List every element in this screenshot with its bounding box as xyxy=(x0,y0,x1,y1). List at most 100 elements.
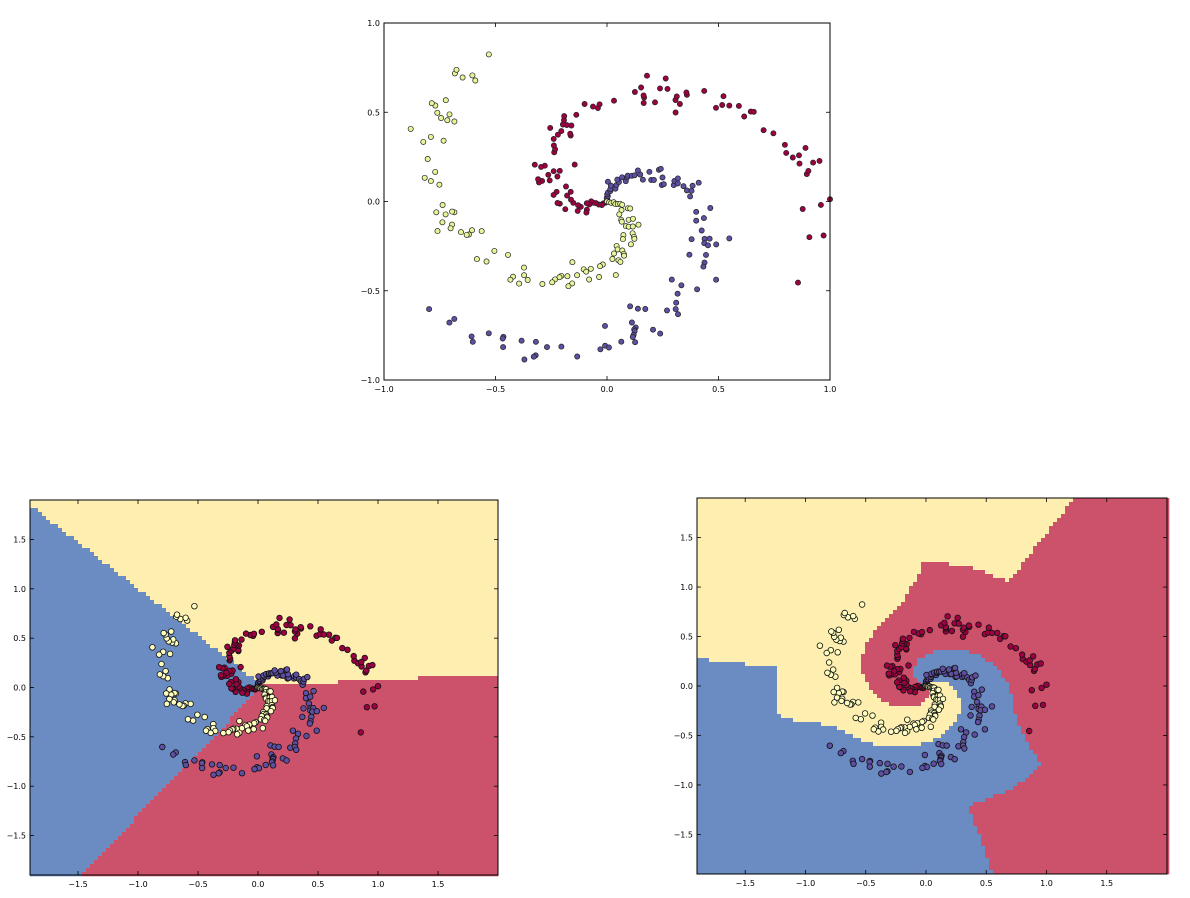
chart2-ytick-label: −1.5 xyxy=(7,832,26,841)
chart1-point-class-2 xyxy=(630,224,635,229)
chart1-point-class-2 xyxy=(440,220,445,225)
chart1-point-class-1 xyxy=(576,203,581,208)
chart1-point-class-1 xyxy=(797,161,802,166)
chart1-point-class-2 xyxy=(540,281,545,286)
chart2-point-class-2 xyxy=(195,712,201,718)
chart2-point-class-1 xyxy=(308,624,314,630)
chart2-point-class-1 xyxy=(340,645,346,651)
chart1-point-class-2 xyxy=(492,248,497,253)
chart2-ytick-label: 0.0 xyxy=(13,684,26,693)
chart3-point-class-0 xyxy=(944,743,950,749)
chart2-point-class-1 xyxy=(361,689,367,695)
chart1-point-class-1 xyxy=(559,129,564,134)
chart2-point-class-2 xyxy=(260,725,266,731)
chart3-point-class-1 xyxy=(949,628,955,634)
chart3-point-class-1 xyxy=(961,625,967,631)
chart1-ytick-label: −0.5 xyxy=(361,287,380,296)
chart2-point-class-2 xyxy=(164,701,170,707)
chart1-point-class-2 xyxy=(473,78,478,83)
chart3-point-class-2 xyxy=(859,602,865,608)
chart2-point-class-1 xyxy=(351,653,357,659)
chart1-point-class-1 xyxy=(572,162,577,167)
chart2-point-class-0 xyxy=(231,765,237,771)
chart3-point-class-1 xyxy=(966,623,972,629)
chart1-point-class-0 xyxy=(500,336,505,341)
chart1-point-class-1 xyxy=(673,110,678,115)
chart2-point-class-1 xyxy=(298,624,304,630)
chart1-point-class-1 xyxy=(584,201,589,206)
chart1-point-class-2 xyxy=(422,175,427,180)
chart1-point-class-0 xyxy=(714,277,719,282)
chart2-point-class-0 xyxy=(307,694,313,700)
chart1-point-class-2 xyxy=(454,67,459,72)
chart3-xtick-label: −0.5 xyxy=(856,879,875,888)
chart3-point-class-1 xyxy=(906,663,912,669)
chart2-point-class-0 xyxy=(272,668,278,674)
chart1-point-class-0 xyxy=(661,182,666,187)
chart2-point-class-1 xyxy=(226,681,232,687)
chart1-point-class-1 xyxy=(782,142,787,147)
chart2-point-class-2 xyxy=(202,714,208,720)
chart1-point-class-2 xyxy=(435,229,440,234)
chart1-point-class-1 xyxy=(644,73,649,78)
chart3-point-class-0 xyxy=(982,707,988,713)
chart3-point-class-2 xyxy=(835,650,841,656)
chart2-point-class-2 xyxy=(237,718,243,724)
chart3-point-class-0 xyxy=(940,666,946,672)
chart1-point-class-1 xyxy=(565,193,570,198)
chart3-point-class-2 xyxy=(919,725,925,731)
chart1-point-class-0 xyxy=(650,327,655,332)
chart3-point-class-2 xyxy=(842,610,848,616)
chart3-point-class-1 xyxy=(886,671,892,677)
chart1-point-class-2 xyxy=(565,274,570,279)
chart1-point-class-0 xyxy=(714,242,719,247)
chart2-point-class-2 xyxy=(168,629,174,635)
chart2-ytick-label: 1.0 xyxy=(13,585,26,594)
chart1-point-class-0 xyxy=(559,344,564,349)
chart1-point-class-0 xyxy=(469,334,474,339)
chart3-point-class-2 xyxy=(862,711,868,717)
chart1-point-class-1 xyxy=(641,100,646,105)
chart1-point-class-2 xyxy=(620,202,625,207)
chart2-point-class-0 xyxy=(183,762,189,768)
chart1-point-class-2 xyxy=(597,274,602,279)
chart1-point-class-0 xyxy=(635,168,640,173)
chart1-point-class-2 xyxy=(428,134,433,139)
chart1-point-class-0 xyxy=(629,320,634,325)
chart3-point-class-1 xyxy=(919,629,925,635)
chart2-point-class-2 xyxy=(203,728,209,734)
chart1-point-class-1 xyxy=(713,105,718,110)
chart1-point-class-0 xyxy=(679,283,684,288)
chart3-point-class-2 xyxy=(832,700,838,706)
chart2-point-class-1 xyxy=(326,632,332,638)
chart2-xtick-label: 1.0 xyxy=(372,880,385,889)
chart3-point-class-0 xyxy=(989,704,995,710)
chart3-point-class-1 xyxy=(927,627,933,633)
chart1-point-class-0 xyxy=(486,331,491,336)
chart1-point-class-1 xyxy=(548,125,553,130)
chart2-xtick-label: 1.5 xyxy=(432,880,445,889)
chart1-point-class-0 xyxy=(727,236,732,241)
chart3-point-class-0 xyxy=(867,764,873,770)
chart3-point-class-1 xyxy=(995,630,1001,636)
chart1-point-class-1 xyxy=(811,160,816,165)
chart2-point-class-1 xyxy=(274,622,280,628)
chart1-point-class-1 xyxy=(806,168,811,173)
chart1-point-class-2 xyxy=(428,179,433,184)
chart2-point-class-1 xyxy=(287,617,293,623)
chart2-point-class-1 xyxy=(362,655,368,661)
chart2-point-class-2 xyxy=(183,615,189,621)
chart3-point-class-1 xyxy=(1013,645,1019,651)
chart1-point-class-2 xyxy=(522,273,527,278)
chart3-point-class-1 xyxy=(1038,661,1044,667)
chart1-point-class-0 xyxy=(675,291,680,296)
chart1-point-class-1 xyxy=(771,131,776,136)
chart3-point-class-2 xyxy=(870,713,876,719)
chart3-point-class-2 xyxy=(936,687,942,693)
chart1-point-class-1 xyxy=(761,128,766,133)
chart2-xtick-label: 0.5 xyxy=(312,880,325,889)
chart3-point-class-2 xyxy=(825,670,831,676)
chart2-point-class-0 xyxy=(263,762,269,768)
chart3-point-class-0 xyxy=(968,713,974,719)
